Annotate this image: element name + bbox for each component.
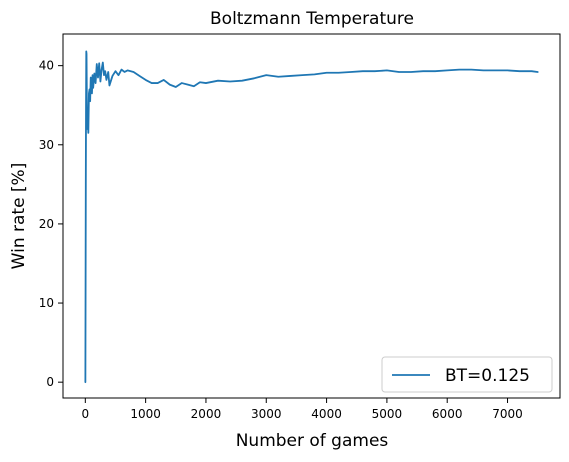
y-tick-label: 0: [46, 375, 54, 389]
legend-label-bt-0-125: BT=0.125: [445, 366, 530, 386]
x-tick-label: 7000: [492, 407, 523, 421]
series-line-bt-0-125: [84, 50, 539, 384]
x-tick-label: 0: [81, 407, 89, 421]
chart-title: Boltzmann Temperature: [210, 9, 414, 29]
x-axis-label: Number of games: [236, 431, 389, 451]
x-tick-label: 2000: [191, 407, 222, 421]
y-axis-label: Win rate [%]: [9, 163, 29, 270]
y-tick-label: 30: [39, 138, 54, 152]
x-tick-label: 1000: [130, 407, 161, 421]
y-tick-label: 20: [39, 217, 54, 231]
plot-frame: [62, 33, 561, 399]
x-tick-label: 3000: [251, 407, 282, 421]
x-tick-label: 4000: [311, 407, 342, 421]
x-tick-label: 5000: [372, 407, 403, 421]
legend: BT=0.125: [381, 356, 553, 393]
y-tick-label: 40: [39, 59, 54, 73]
y-axis-ticks: 0 10 20 30 40: [39, 59, 63, 389]
y-tick-label: 10: [39, 296, 54, 310]
plot-area: 0 1000 2000 3000 4000 5000 6000 7000 0 10 20 30 40: [39, 33, 561, 421]
x-tick-label: 6000: [432, 407, 463, 421]
x-axis-ticks: 0 1000 2000 3000 4000 5000 6000 7000: [81, 398, 523, 421]
legend-box: [381, 356, 553, 393]
